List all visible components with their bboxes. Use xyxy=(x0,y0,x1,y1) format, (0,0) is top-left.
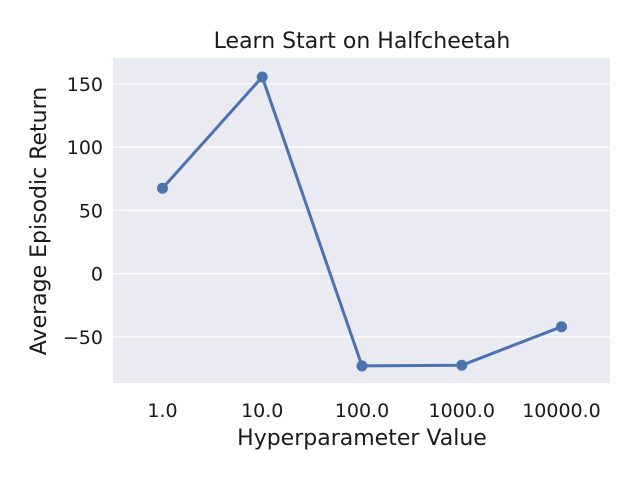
x-tick-label: 100.0 xyxy=(335,400,389,422)
x-tick-label: 10.0 xyxy=(241,400,283,422)
plot-area xyxy=(113,58,610,383)
data-point xyxy=(456,359,468,371)
y-tick-label: 150 xyxy=(67,74,103,96)
x-tick-labels: 1.0 10.0 100.0 1000.0 10000.0 xyxy=(147,400,600,422)
x-tick-label: 10000.0 xyxy=(522,400,601,422)
data-point xyxy=(157,182,168,194)
x-axis-label: Hyperparameter Value xyxy=(237,426,487,451)
x-tick-label: 1.0 xyxy=(147,400,177,422)
series-layer xyxy=(157,71,567,372)
y-tick-label: 0 xyxy=(91,264,103,286)
data-point xyxy=(556,321,567,333)
x-tick-label: 1000.0 xyxy=(429,400,495,422)
data-point xyxy=(256,71,268,83)
grid xyxy=(113,83,610,338)
y-tick-label: 50 xyxy=(79,200,103,222)
data-point xyxy=(356,360,368,372)
y-axis-label: Average Episodic Return xyxy=(27,87,52,355)
y-tick-label: −50 xyxy=(63,327,103,349)
y-tick-label: 100 xyxy=(67,137,103,159)
y-tick-labels: 150 100 50 0 −50 xyxy=(63,74,103,349)
chart-title: Learn Start on Halfcheetah xyxy=(214,29,511,54)
